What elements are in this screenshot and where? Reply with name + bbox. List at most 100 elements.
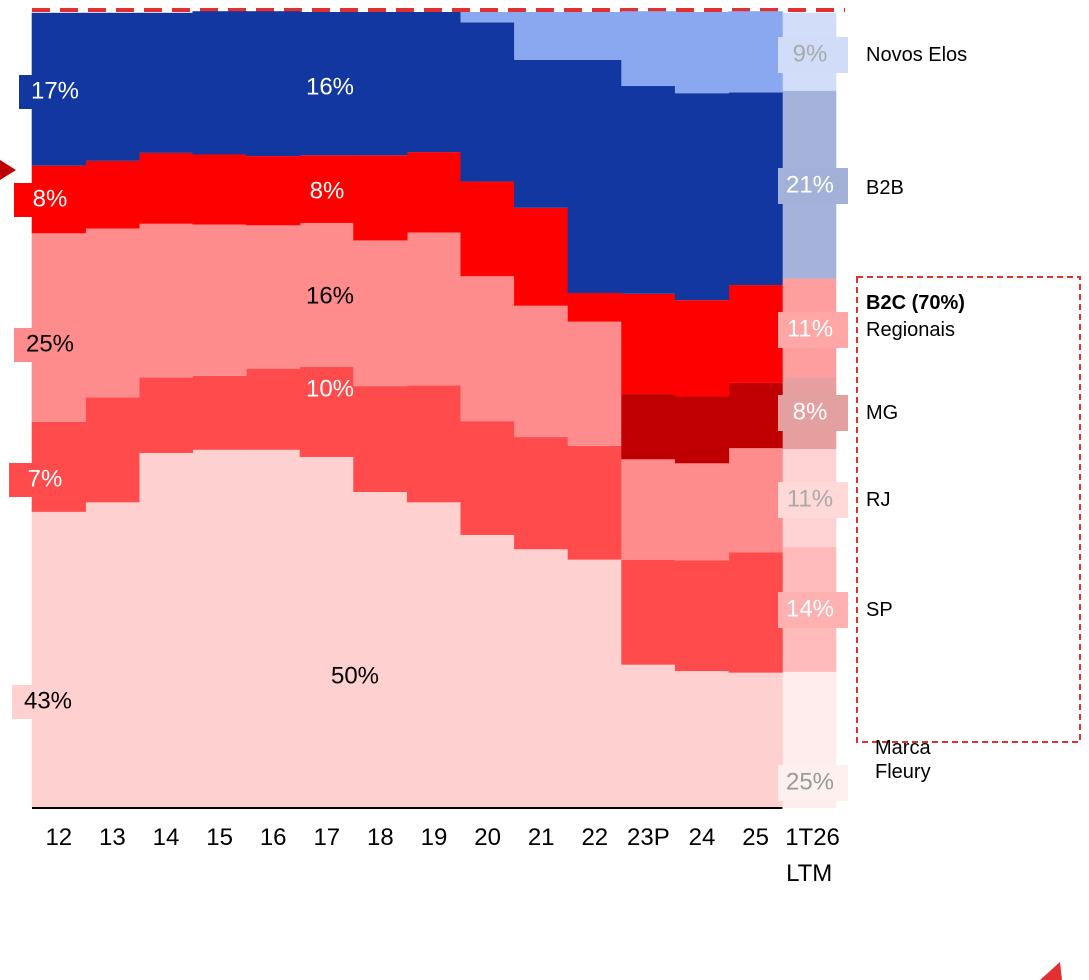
area-segment bbox=[460, 22, 515, 182]
annotation: 50% bbox=[331, 662, 379, 689]
area-segment bbox=[246, 225, 301, 369]
area-segment bbox=[621, 664, 676, 808]
area-segment bbox=[674, 300, 730, 397]
area-segment bbox=[192, 449, 247, 808]
area-segment bbox=[728, 672, 783, 808]
x-tick-label: 19 bbox=[420, 824, 448, 851]
ltm-label: 21% bbox=[786, 171, 834, 198]
area-segment bbox=[31, 233, 86, 422]
annotation: 16% bbox=[306, 282, 354, 309]
annotation-bg bbox=[14, 183, 86, 217]
ltm-label: 11% bbox=[787, 315, 833, 342]
area-segment bbox=[138, 223, 194, 378]
annotation-bg bbox=[9, 463, 81, 497]
area-segment bbox=[514, 549, 569, 808]
legend-label: SP bbox=[866, 599, 893, 621]
area-segment bbox=[674, 396, 730, 464]
corner-mark bbox=[1040, 962, 1062, 980]
x-tick-label: 13 bbox=[99, 824, 126, 851]
area-segment bbox=[674, 671, 730, 808]
area-segment bbox=[299, 12, 354, 156]
ltm-label-bg bbox=[778, 395, 848, 431]
area-segment bbox=[567, 321, 622, 446]
area-segment bbox=[246, 11, 301, 157]
area-segment bbox=[85, 228, 140, 398]
x-tick-label: 22 bbox=[581, 824, 609, 851]
area-segment bbox=[567, 12, 622, 60]
annotation-bg bbox=[14, 328, 86, 362]
area-segment bbox=[299, 367, 354, 457]
area-segment bbox=[460, 181, 515, 277]
area-segment bbox=[299, 155, 354, 223]
area-segment bbox=[567, 445, 622, 560]
area-segment bbox=[621, 459, 676, 560]
x-tick-label: 18 bbox=[367, 824, 394, 851]
annotation: 17% bbox=[31, 77, 79, 104]
area-segment bbox=[299, 456, 354, 808]
x-tick-label: 1T26 LTM bbox=[785, 824, 840, 887]
legend-label: MG bbox=[866, 402, 899, 424]
area-segment bbox=[192, 224, 247, 376]
ltm-label: 14% bbox=[786, 595, 834, 622]
area-segment bbox=[460, 276, 515, 422]
area-segment bbox=[621, 394, 676, 460]
area-segment bbox=[728, 285, 783, 383]
area-segment bbox=[621, 293, 676, 395]
area-segment bbox=[246, 156, 301, 226]
area-segment bbox=[246, 449, 301, 808]
annotation: 8% bbox=[33, 185, 68, 212]
area-segment bbox=[514, 59, 569, 208]
ltm-label-bg bbox=[778, 312, 848, 348]
ltm-label: 11% bbox=[787, 485, 833, 512]
x-tick-label: 23P bbox=[627, 824, 670, 851]
area-segment bbox=[353, 386, 408, 492]
x-tick-label: 24 bbox=[688, 824, 716, 851]
area-segment bbox=[728, 11, 783, 93]
area-segment bbox=[299, 222, 354, 368]
legend-label: RJ bbox=[866, 489, 891, 511]
area-segment bbox=[514, 305, 569, 438]
area-segment bbox=[138, 452, 194, 808]
annotation: 25% bbox=[26, 330, 74, 357]
area-segment bbox=[514, 437, 569, 550]
area-segment bbox=[353, 240, 408, 387]
ltm-label-bg bbox=[778, 765, 848, 801]
area-segment bbox=[621, 11, 676, 87]
area-segment bbox=[138, 377, 194, 453]
b2c-box bbox=[856, 276, 1081, 743]
area-segment bbox=[567, 559, 622, 808]
annotation: 7% bbox=[28, 465, 63, 492]
area-segment bbox=[621, 86, 676, 294]
ltm-label-bg bbox=[778, 592, 848, 628]
area-segment bbox=[138, 12, 194, 153]
x-tick-label: 15 bbox=[206, 824, 233, 851]
ltm-label-bg bbox=[778, 37, 848, 73]
annotation-bg bbox=[12, 685, 84, 719]
area-segment bbox=[460, 421, 515, 535]
area-segment bbox=[406, 502, 462, 808]
legend-label: Novos Elos bbox=[866, 44, 968, 66]
annotation: 43% bbox=[24, 687, 72, 714]
area-segment bbox=[246, 368, 301, 450]
area-segment bbox=[353, 491, 408, 808]
area-segment bbox=[353, 12, 408, 156]
x-tick-label: 14 bbox=[152, 824, 180, 851]
area-segment bbox=[674, 12, 730, 94]
area-segment bbox=[567, 292, 622, 322]
area-segment bbox=[728, 382, 783, 449]
x-tick-label: 25 bbox=[742, 824, 769, 851]
area-segment bbox=[567, 59, 622, 293]
ltm-label: 8% bbox=[793, 398, 828, 425]
area-segment bbox=[621, 559, 676, 665]
group-label: B2C (70%) bbox=[866, 292, 965, 314]
area-segment bbox=[728, 92, 783, 286]
area-segment bbox=[674, 93, 730, 301]
area-segment bbox=[728, 552, 783, 673]
area-segment bbox=[138, 152, 194, 224]
area-segment bbox=[192, 375, 247, 450]
ltm-label-bg bbox=[778, 482, 848, 518]
legend-label: Marca Fleury bbox=[875, 737, 931, 783]
area-segment bbox=[406, 12, 462, 153]
